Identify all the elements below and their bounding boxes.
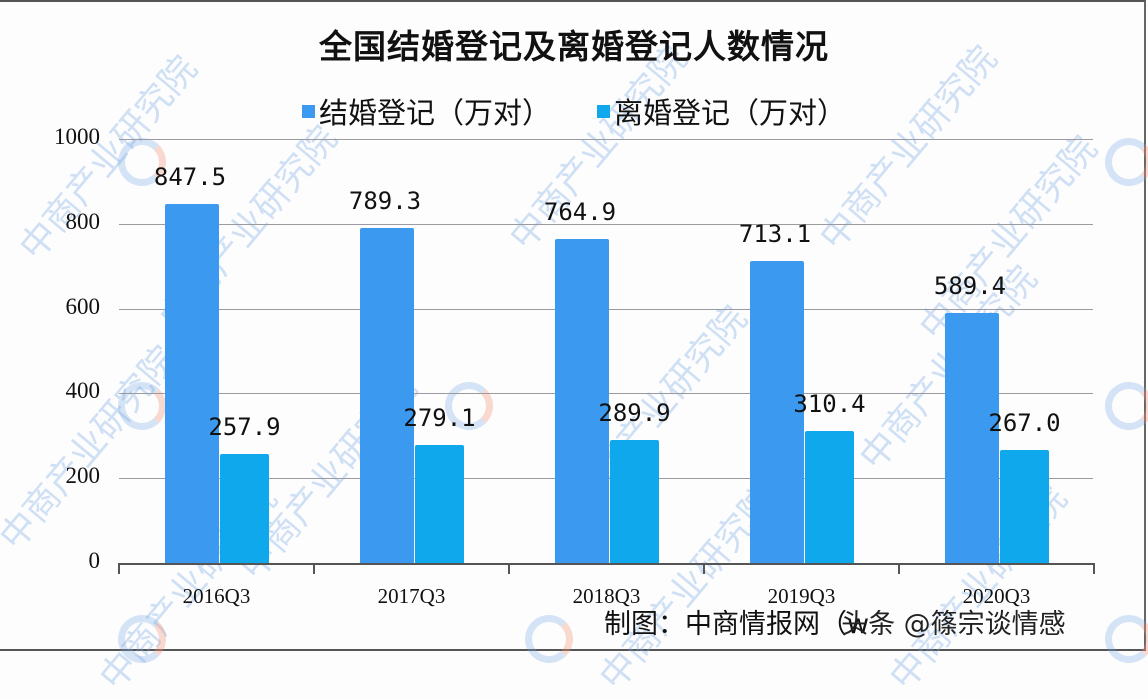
bar-marriage (165, 204, 219, 563)
y-tick-label: 600 (65, 294, 101, 319)
data-label-marriage: 713.1 (738, 220, 812, 248)
bar-marriage (360, 228, 414, 563)
bar-divorce (1000, 450, 1049, 563)
legend-label-marriage: 结婚登记（万对） (318, 96, 551, 130)
y-tick-label: 0 (88, 548, 101, 573)
data-label-divorce: 267.0 (988, 409, 1061, 437)
y-tick-label: 200 (65, 463, 101, 488)
gridline (119, 139, 1093, 140)
chart-frame (0, 0, 1146, 651)
data-label-marriage: 764.9 (543, 198, 617, 226)
legend: 结婚登记（万对） 离婚登记（万对） (0, 90, 1148, 132)
bar-divorce (220, 454, 269, 563)
legend-swatch-divorce (597, 104, 610, 118)
x-tick (313, 563, 315, 574)
data-label-marriage: 589.4 (933, 272, 1007, 300)
data-label-divorce: 289.9 (598, 399, 671, 427)
x-category-label: 2017Q3 (377, 584, 446, 608)
x-tick (118, 563, 120, 574)
y-tick-label: 1000 (54, 124, 100, 149)
gridline (119, 224, 1093, 225)
x-category-label: 2020Q3 (962, 584, 1031, 608)
legend-item-marriage: 结婚登记（万对） (301, 90, 551, 132)
bar-marriage (555, 239, 609, 563)
bar-divorce (415, 445, 464, 563)
source-text: 制图：中商情报网（w (604, 609, 870, 640)
x-axis-line (119, 563, 1093, 565)
legend-label-divorce: 离婚登记（万对） (614, 96, 847, 130)
y-tick-label: 400 (65, 378, 101, 403)
data-label-divorce: 279.1 (403, 404, 476, 432)
bar-divorce (805, 431, 854, 563)
overlay-watermark-text: 头条 @篠宗谈情感 (841, 609, 1066, 640)
x-category-label: 2019Q3 (767, 584, 836, 608)
x-tick (1093, 563, 1095, 574)
bar-marriage (750, 261, 804, 563)
legend-item-divorce: 离婚登记（万对） (597, 90, 846, 132)
y-tick-label: 800 (65, 209, 101, 234)
chart-title: 全国结婚登记及离婚登记人数情况 (319, 27, 829, 66)
data-label-divorce: 310.4 (793, 390, 866, 418)
x-category-label: 2016Q3 (182, 584, 251, 608)
data-label-divorce: 257.9 (208, 413, 281, 441)
x-tick (703, 563, 705, 574)
x-tick (508, 563, 510, 574)
x-tick (898, 563, 900, 574)
bar-divorce (610, 440, 659, 563)
data-label-marriage: 847.5 (153, 163, 227, 191)
data-label-marriage: 789.3 (348, 187, 422, 215)
x-category-label: 2018Q3 (572, 584, 641, 608)
bar-marriage (945, 313, 999, 563)
source-note: 制图：中商情报网（w头条 @篠宗谈情感 (604, 602, 1066, 641)
legend-swatch-marriage (301, 104, 315, 118)
